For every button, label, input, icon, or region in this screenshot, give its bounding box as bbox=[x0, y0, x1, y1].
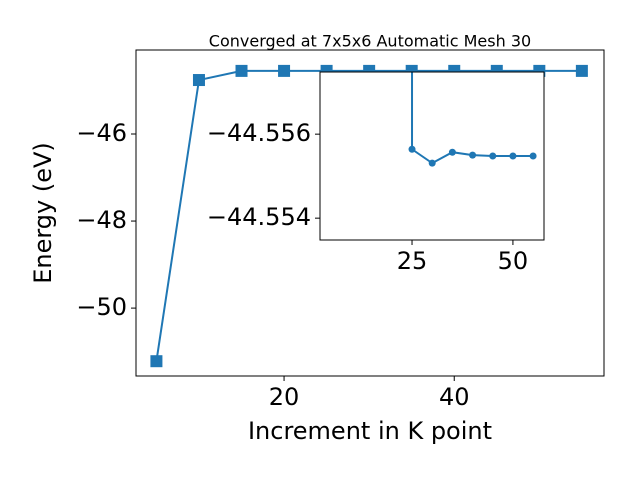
y-tick-label: −44.554 bbox=[207, 203, 311, 231]
chart-title: Converged at 7x5x6 Automatic Mesh 30 bbox=[209, 32, 531, 51]
x-axis-label: Increment in K point bbox=[248, 417, 492, 445]
marker bbox=[489, 152, 497, 160]
series bbox=[150, 64, 588, 368]
x-tick-label: 50 bbox=[498, 247, 529, 275]
marker bbox=[150, 355, 163, 368]
marker bbox=[192, 74, 205, 87]
marker bbox=[278, 64, 291, 77]
x-tick-label: 20 bbox=[269, 383, 300, 411]
y-tick-label: −50 bbox=[76, 293, 127, 321]
plot-frame bbox=[135, 49, 605, 377]
marker bbox=[408, 145, 416, 153]
marker bbox=[428, 159, 436, 167]
y-tick-label: −48 bbox=[76, 206, 127, 234]
marker bbox=[448, 148, 456, 156]
marker bbox=[469, 151, 477, 159]
marker bbox=[529, 152, 537, 160]
plot-frame bbox=[319, 71, 545, 241]
marker bbox=[235, 64, 248, 77]
y-axis-label: Energy (eV) bbox=[29, 142, 57, 284]
marker bbox=[575, 64, 588, 77]
y-tick-label: −44.556 bbox=[207, 119, 311, 147]
y-tick-label: −46 bbox=[76, 119, 127, 147]
marker bbox=[509, 152, 517, 160]
x-tick-label: 40 bbox=[439, 383, 470, 411]
x-tick-label: 25 bbox=[397, 247, 428, 275]
series bbox=[408, 72, 537, 167]
